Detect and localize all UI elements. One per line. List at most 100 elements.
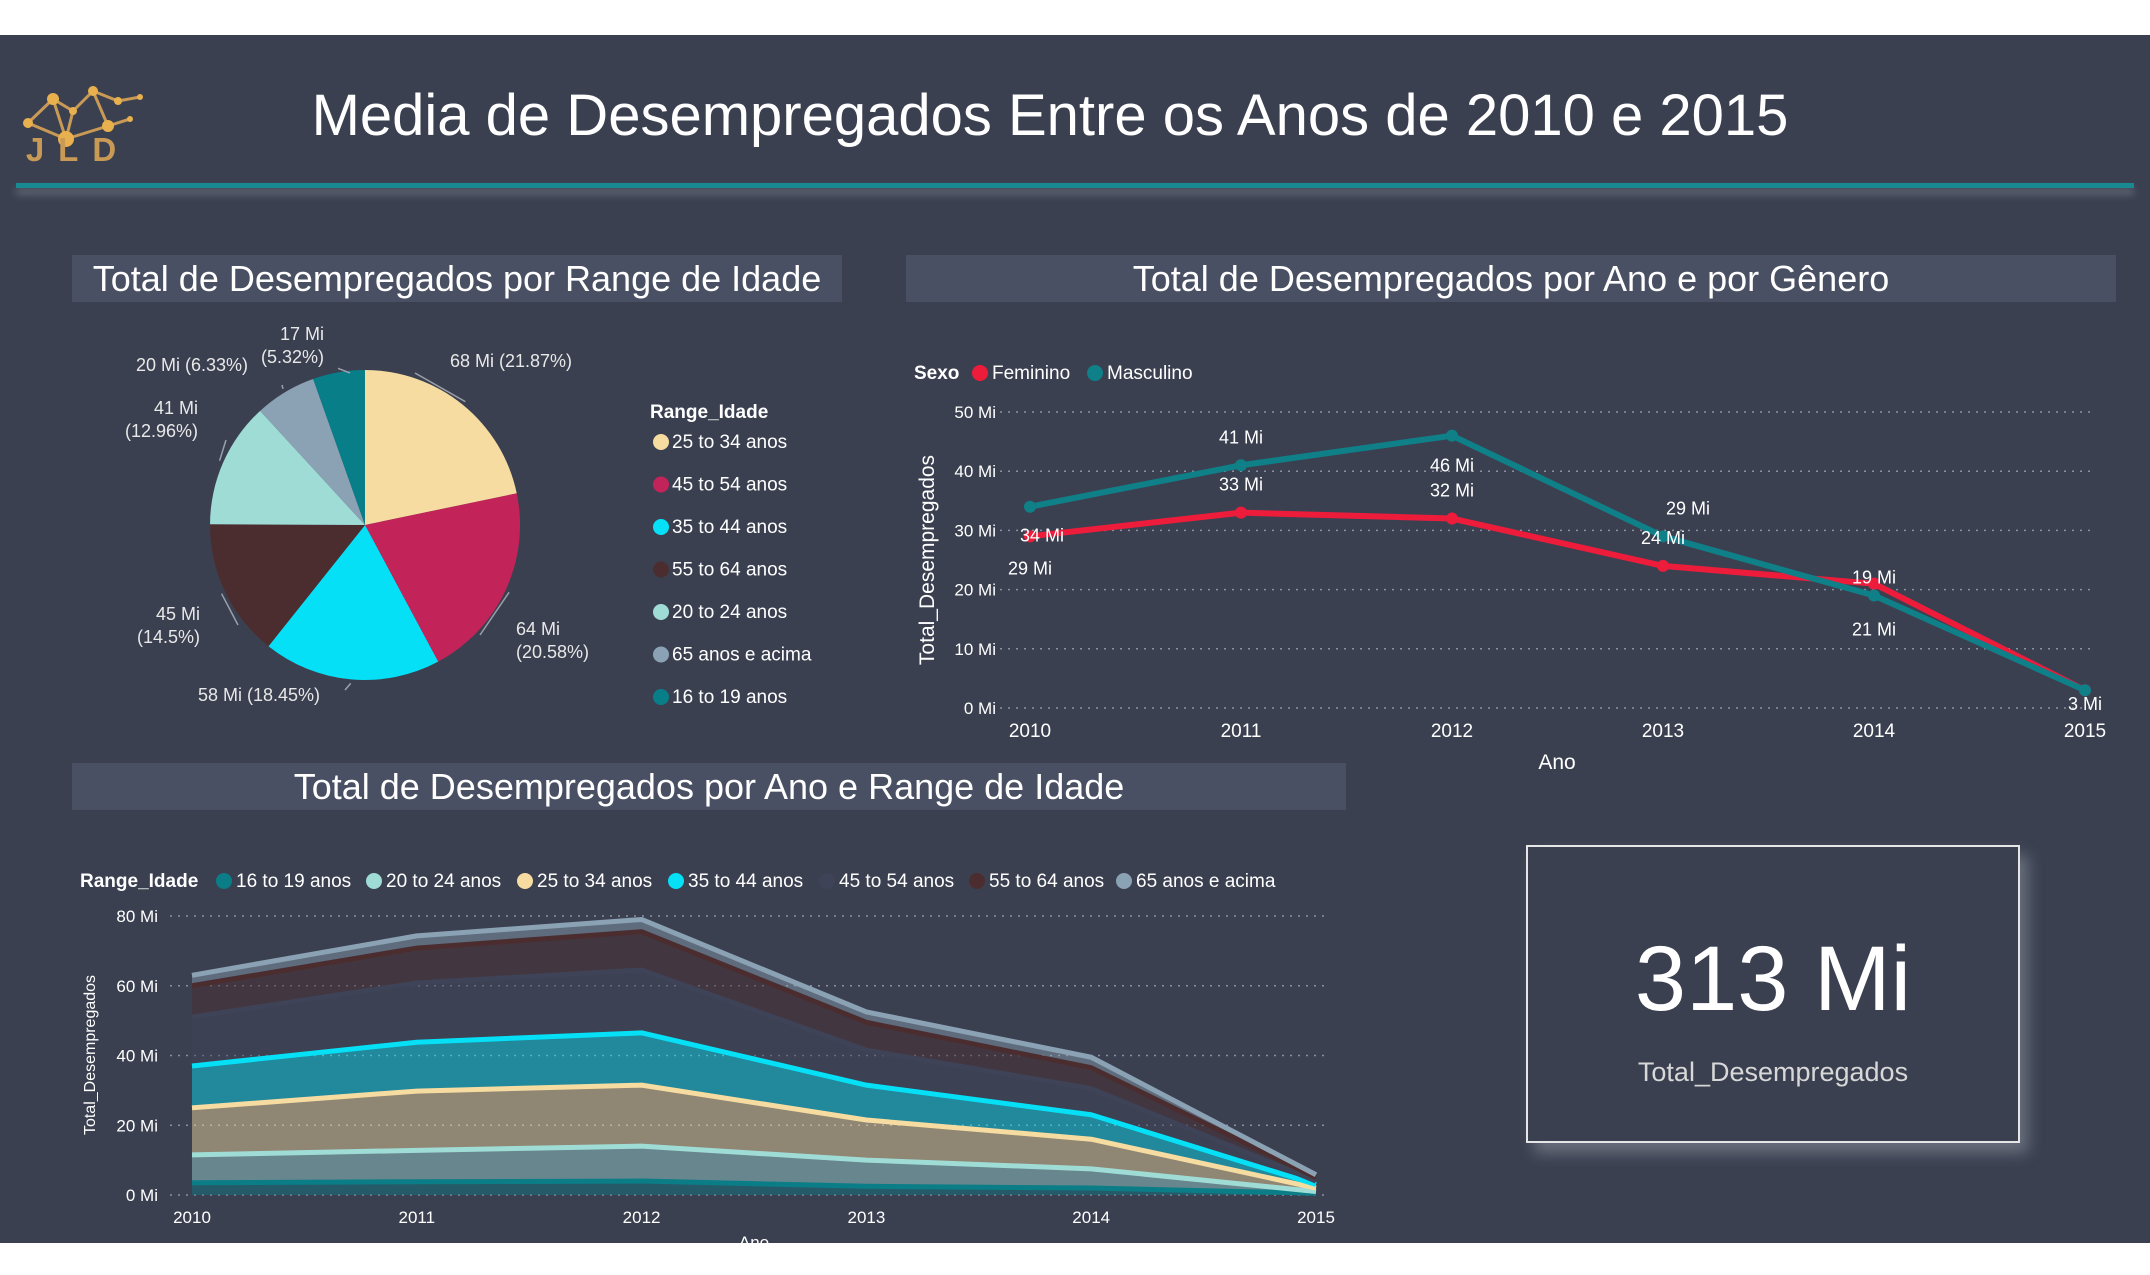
area-legend-marker bbox=[216, 873, 232, 889]
area-band bbox=[192, 1181, 1316, 1195]
line-point bbox=[1657, 559, 1669, 572]
area-legend-label: 35 to 44 anos bbox=[688, 871, 803, 892]
pie-data-label-line: 41 Mi bbox=[154, 398, 198, 418]
area-x-tick-label: 2011 bbox=[399, 1208, 436, 1227]
pie-legend-title: Range_Idade bbox=[650, 402, 768, 423]
line-x-tick-label: 2011 bbox=[1221, 721, 1262, 742]
area-y-axis-title: Total_Desempregados bbox=[82, 975, 99, 1135]
line-data-label: 32 Mi bbox=[1430, 481, 1474, 501]
page-title: Media de Desempregados Entre os Anos de … bbox=[311, 83, 1789, 148]
area-x-tick-label: 2012 bbox=[623, 1208, 661, 1227]
line-y-tick-label: 0 Mi bbox=[964, 699, 996, 718]
total-label: Total_Desempregados bbox=[1637, 1057, 1909, 1087]
line-y-tick-label: 50 Mi bbox=[954, 403, 996, 422]
area-y-tick-label: 0 Mi bbox=[126, 1186, 158, 1205]
pie-data-label-line: (20.58%) bbox=[516, 642, 589, 662]
pie-legend-label: 65 anos e acima bbox=[672, 645, 812, 666]
pie-leader-line bbox=[281, 384, 284, 389]
logo-text: JLD bbox=[25, 131, 131, 168]
pie-legend-marker bbox=[653, 519, 669, 535]
pie-leader-line bbox=[414, 372, 466, 403]
area-chart-title: Total de Desempregados por Ano e Range d… bbox=[72, 763, 1346, 810]
line-data-label: 19 Mi bbox=[1852, 568, 1896, 588]
pie-data-label: 58 Mi (18.45%) bbox=[198, 685, 320, 705]
area-y-tick-label: 20 Mi bbox=[116, 1116, 158, 1135]
line-series-masculino bbox=[1029, 432, 2087, 693]
pie-leader-line bbox=[337, 367, 351, 374]
area-y-tick-label: 80 Mi bbox=[116, 907, 158, 926]
pie-data-label-line: 20 Mi (6.33%) bbox=[136, 355, 248, 375]
pie-data-label-line: (12.96%) bbox=[125, 421, 198, 441]
line-legend-marker bbox=[972, 365, 988, 381]
area-legend-marker bbox=[366, 873, 382, 889]
pie-legend-label: 45 to 54 anos bbox=[672, 475, 787, 496]
area-legend-label: 65 anos e acima bbox=[1136, 871, 1276, 892]
line-y-tick-label: 20 Mi bbox=[954, 581, 996, 600]
area-legend-label: 16 to 19 anos bbox=[236, 871, 351, 892]
total-card: 313 Mi Total_Desempregados bbox=[1526, 845, 2020, 1143]
pie-data-label: 64 Mi (20.58%) bbox=[516, 619, 589, 662]
line-chart: Sexo Feminino Masculino 0 Mi 10 Mi 20 Mi 30 Mi… bbox=[914, 363, 2106, 774]
area-band bbox=[192, 1032, 1316, 1189]
charts-layer: 68 Mi (21.87%) 64 Mi (20.58%) 58 Mi (18.45%… bbox=[80, 324, 2106, 1243]
line-y-axis-title: Total_Desempregados bbox=[916, 455, 939, 665]
line-x-axis-title: Ano bbox=[1538, 751, 1575, 774]
line-x-tick-label: 2015 bbox=[2064, 721, 2106, 742]
area-legend-title: Range_Idade bbox=[80, 871, 198, 892]
line-x-tick-label: 2013 bbox=[1642, 721, 1684, 742]
pie-slice bbox=[365, 493, 520, 662]
pie-data-label-line: 45 Mi bbox=[156, 604, 200, 624]
line-data-label: 29 Mi bbox=[1008, 558, 1052, 578]
area-legend-marker bbox=[1116, 873, 1132, 889]
area-band bbox=[192, 919, 1316, 1178]
line-legend-marker bbox=[1087, 365, 1103, 381]
dashboard-canvas: JLD Media de Desempregados Entre os Anos… bbox=[0, 35, 2150, 1243]
line-point bbox=[1446, 429, 1458, 442]
pie-data-label-line: 64 Mi bbox=[516, 619, 560, 639]
title-divider bbox=[16, 183, 2134, 188]
area-chart: Range_Idade 16 to 19 anos 20 to 24 anos 25 … bbox=[80, 871, 1335, 1243]
line-legend-label: Feminino bbox=[992, 363, 1070, 384]
line-chart-title: Total de Desempregados por Ano e por Gên… bbox=[906, 255, 2116, 302]
pie-leader-line bbox=[220, 593, 239, 626]
line-point bbox=[1657, 530, 1669, 543]
line-data-label: 29 Mi bbox=[1666, 498, 1710, 518]
pie-legend-marker bbox=[653, 476, 669, 493]
line-data-label: 21 Mi bbox=[1852, 620, 1896, 640]
area-legend-label: 55 to 64 anos bbox=[989, 871, 1104, 892]
area-legend-label: 20 to 24 anos bbox=[386, 871, 501, 892]
pie-legend-label: 35 to 44 anos bbox=[672, 517, 787, 538]
pie-data-label-line: 68 Mi (21.87%) bbox=[450, 351, 572, 371]
area-series-line bbox=[191, 929, 1318, 1180]
pie-slice bbox=[210, 410, 365, 525]
area-series-line bbox=[191, 1178, 1317, 1196]
area-band bbox=[192, 970, 1316, 1185]
line-point bbox=[1446, 512, 1458, 525]
pie-leader-line bbox=[344, 682, 352, 691]
area-x-tick-label: 2010 bbox=[173, 1208, 211, 1227]
pie-chart-title: Total de Desempregados por Range de Idad… bbox=[72, 255, 842, 302]
pie-data-label-line: (14.5%) bbox=[137, 627, 200, 647]
area-series-line bbox=[191, 1143, 1317, 1194]
line-x-tick-label: 2014 bbox=[1853, 721, 1896, 742]
area-x-tick-label: 2014 bbox=[1072, 1208, 1110, 1227]
line-series-feminino bbox=[1029, 509, 2087, 693]
area-legend-marker bbox=[969, 873, 985, 889]
pie-data-label: 20 Mi (6.33%) bbox=[136, 355, 248, 375]
line-data-label: 24 Mi bbox=[1641, 528, 1685, 548]
pie-leader-line bbox=[479, 591, 510, 636]
line-data-label: 34 Mi bbox=[1020, 526, 1064, 546]
line-point bbox=[1868, 589, 1880, 602]
pie-legend-marker bbox=[653, 689, 669, 705]
pie-legend-label: 20 to 24 anos bbox=[672, 602, 787, 623]
line-point bbox=[1235, 506, 1247, 519]
pie-legend-marker bbox=[653, 604, 669, 620]
line-point bbox=[1024, 500, 1036, 513]
line-data-label: 33 Mi bbox=[1219, 475, 1263, 495]
line-data-label: 46 Mi bbox=[1430, 456, 1474, 476]
pie-data-label: 17 Mi (5.32%) bbox=[261, 324, 324, 367]
line-point bbox=[1868, 577, 1880, 590]
line-point bbox=[1024, 530, 1036, 543]
line-data-label: 3 Mi bbox=[2068, 694, 2102, 714]
pie-slice bbox=[260, 378, 365, 525]
